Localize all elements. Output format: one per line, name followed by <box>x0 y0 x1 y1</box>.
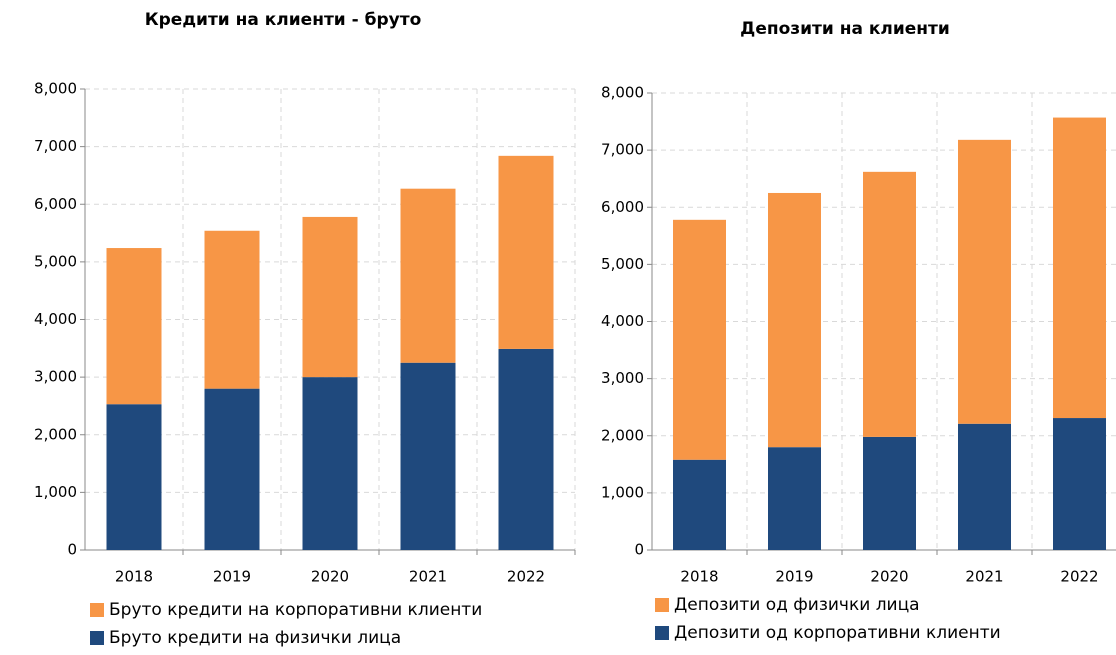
x-tick-label: 2020 <box>870 568 908 586</box>
y-tick-label: 2,000 <box>34 425 77 443</box>
bar <box>400 188 456 363</box>
bar <box>673 219 726 460</box>
y-tick-label: 8,000 <box>601 84 644 102</box>
x-tick-label: 2018 <box>115 568 153 586</box>
y-tick-label: 4,000 <box>34 310 77 328</box>
bar <box>400 362 456 550</box>
bar <box>958 423 1011 550</box>
y-tick-label: 8,000 <box>34 80 77 98</box>
legend-swatch <box>655 626 669 640</box>
y-tick-label: 7,000 <box>34 137 77 155</box>
x-tick-label: 2019 <box>213 568 251 586</box>
legend-swatch <box>90 603 104 617</box>
x-tick-label: 2022 <box>1060 568 1098 586</box>
x-tick-label: 2021 <box>409 568 447 586</box>
y-tick-label: 3,000 <box>34 368 77 386</box>
bar <box>863 436 916 550</box>
x-tick-label: 2022 <box>507 568 545 586</box>
x-tick-label: 2021 <box>965 568 1003 586</box>
y-tick-label: 1,000 <box>34 483 77 501</box>
legend-label: Бруто кредити на физички лица <box>109 628 401 648</box>
bar <box>1053 117 1106 419</box>
bar <box>498 155 554 349</box>
chart-title: Депозити на клиенти <box>740 19 950 39</box>
bar <box>106 248 162 405</box>
legend-swatch <box>655 598 669 612</box>
y-tick-label: 1,000 <box>601 483 644 501</box>
bar <box>768 192 821 448</box>
bar <box>863 171 916 437</box>
bar <box>204 230 260 389</box>
legend-label: Депозити од физички лица <box>674 595 920 615</box>
bar <box>1053 418 1106 550</box>
y-tick-label: 0 <box>634 541 644 559</box>
y-tick-label: 3,000 <box>601 369 644 387</box>
y-tick-label: 2,000 <box>601 426 644 444</box>
y-tick-label: 6,000 <box>34 195 77 213</box>
bar <box>498 348 554 550</box>
bar <box>302 377 358 550</box>
legend-swatch <box>90 631 104 645</box>
bar <box>106 404 162 550</box>
y-tick-label: 0 <box>67 541 77 559</box>
bar <box>673 459 726 550</box>
x-tick-label: 2018 <box>680 568 718 586</box>
y-tick-label: 5,000 <box>601 255 644 273</box>
legend-label: Бруто кредити на корпоративни клиенти <box>109 600 482 620</box>
bar <box>958 139 1011 424</box>
chart-title: Кредити на клиенти - бруто <box>145 10 422 30</box>
bar <box>204 388 260 550</box>
y-tick-label: 4,000 <box>601 312 644 330</box>
x-tick-label: 2019 <box>775 568 813 586</box>
y-tick-label: 5,000 <box>34 252 77 270</box>
bar <box>768 447 821 550</box>
y-tick-label: 6,000 <box>601 198 644 216</box>
bar <box>302 216 358 378</box>
legend-label: Депозити од корпоративни клиенти <box>674 623 1001 643</box>
y-tick-label: 7,000 <box>601 141 644 159</box>
x-tick-label: 2020 <box>311 568 349 586</box>
